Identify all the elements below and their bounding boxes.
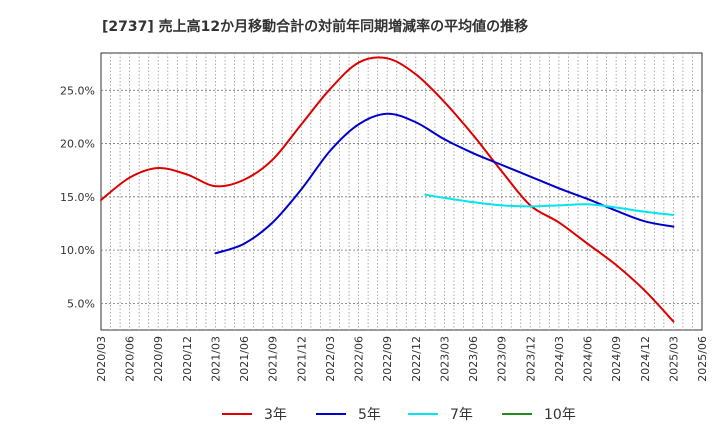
- series-line-1: [100, 56, 675, 323]
- x-tick-label: 2021/12: [295, 336, 308, 382]
- x-tick-label: 2021/03: [209, 336, 222, 382]
- x-tick-label: 2024/09: [610, 336, 623, 382]
- x-tick-label: 2022/09: [381, 336, 394, 382]
- x-tick-label: 2022/06: [353, 336, 366, 382]
- x-tick-label: 2024/06: [582, 336, 595, 382]
- x-tick-label: 2020/06: [124, 336, 137, 382]
- y-tick-label: 20.0%: [60, 138, 95, 151]
- x-tick-label: 2021/06: [238, 336, 251, 382]
- x-tick-label: 2022/03: [324, 336, 337, 382]
- x-tick-label: 2025/06: [696, 336, 709, 382]
- x-tick-label: 2021/09: [267, 336, 280, 382]
- legend-label: 10年: [544, 407, 576, 423]
- x-tick-label: 2023/06: [467, 336, 480, 382]
- series-line-3: [424, 193, 675, 216]
- y-tick-label: 10.0%: [60, 244, 95, 257]
- chart-title: [2737] 売上高12か月移動合計の対前年同期増減率の平均値の推移: [102, 19, 529, 35]
- y-tick-label: 25.0%: [60, 84, 95, 97]
- x-tick-label: 2023/03: [438, 336, 451, 382]
- x-tick-label: 2024/03: [553, 336, 566, 382]
- series-line-2: [214, 112, 675, 255]
- legend-label: 3年: [264, 407, 287, 423]
- y-tick-label: 5.0%: [67, 297, 95, 310]
- y-tick-label: 15.0%: [60, 191, 95, 204]
- x-tick-label: 2023/09: [496, 336, 509, 382]
- x-tick-label: 2020/12: [181, 336, 194, 382]
- x-tick-label: 2024/12: [639, 336, 652, 382]
- x-tick-label: 2023/12: [524, 336, 537, 382]
- x-tick-label: 2020/03: [95, 336, 108, 382]
- x-tick-label: 2020/09: [152, 336, 165, 382]
- plot-area: [100, 52, 703, 331]
- legend-label: 5年: [358, 407, 381, 423]
- x-tick-label: 2022/12: [410, 336, 423, 382]
- x-tick-label: 2025/03: [667, 336, 680, 382]
- legend-label: 7年: [450, 407, 473, 423]
